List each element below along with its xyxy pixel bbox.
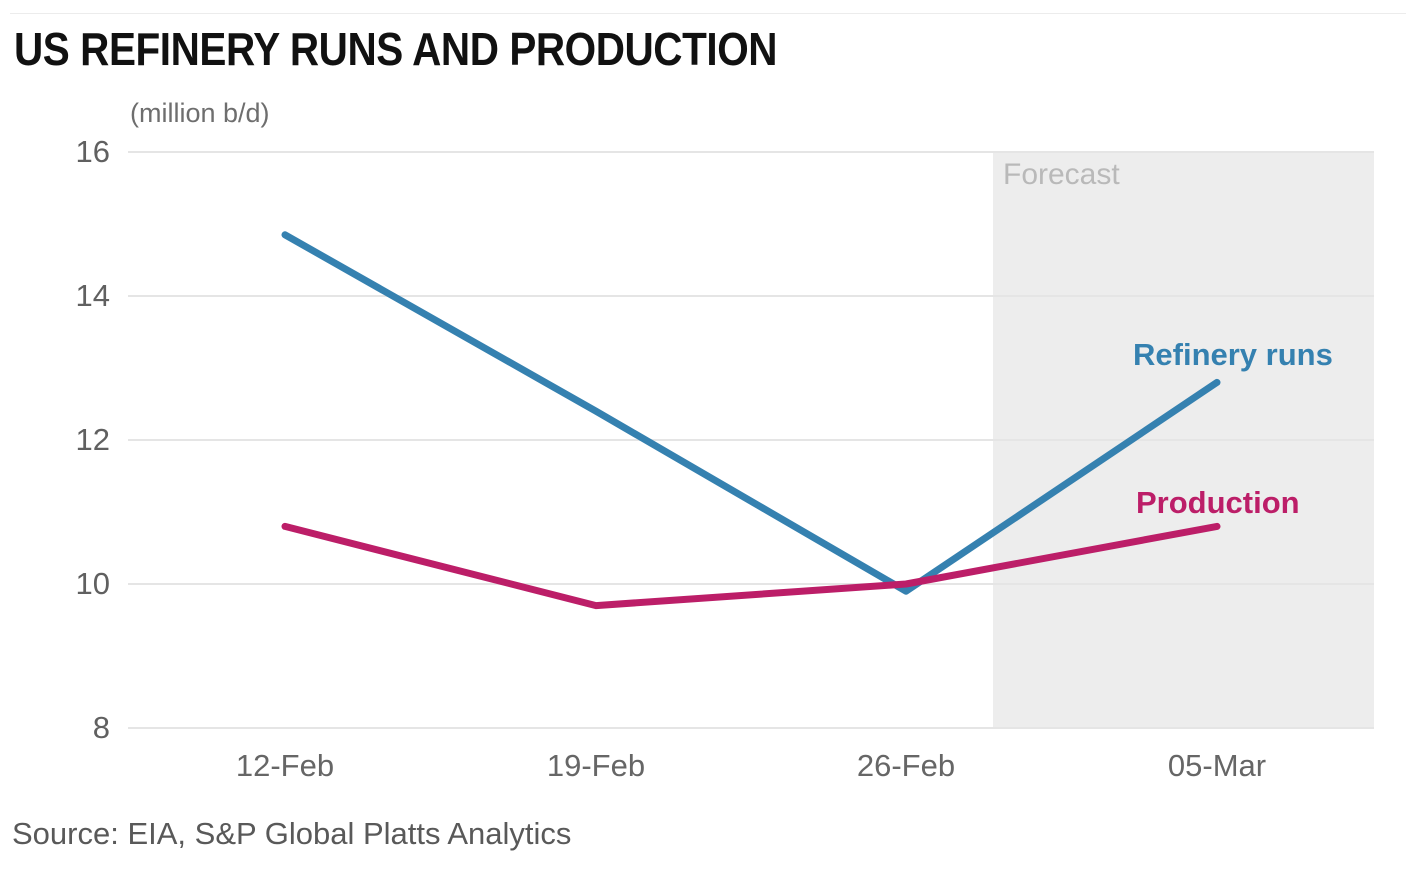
y-tick-label: 12 [75,422,110,457]
top-rule-divider [10,13,1406,14]
y-axis-unit-label: (million b/d) [130,98,270,128]
x-tick-label: 05-Mar [1167,748,1267,783]
y-tick-label: 8 [92,710,110,745]
forecast-label: Forecast [1003,158,1120,191]
y-tick-label: 16 [75,134,110,169]
y-tick-label: 14 [75,278,110,313]
chart-title: US REFINERY RUNS AND PRODUCTION [14,23,778,75]
x-tick-label: 19-Feb [546,748,646,783]
x-tick-label: 12-Feb [235,748,335,783]
series-lines [281,231,1221,610]
gridlines [128,151,1374,729]
series-label-production: Production [1136,485,1300,520]
series-line-production [281,522,1221,610]
source-caption: Source: EIA, S&P Global Platts Analytics [12,816,572,851]
series-label-refinery-runs: Refinery runs [1133,337,1333,372]
series-line-refinery-runs [281,231,1221,595]
x-tick-label: 26-Feb [856,748,956,783]
y-tick-label: 10 [75,566,110,601]
